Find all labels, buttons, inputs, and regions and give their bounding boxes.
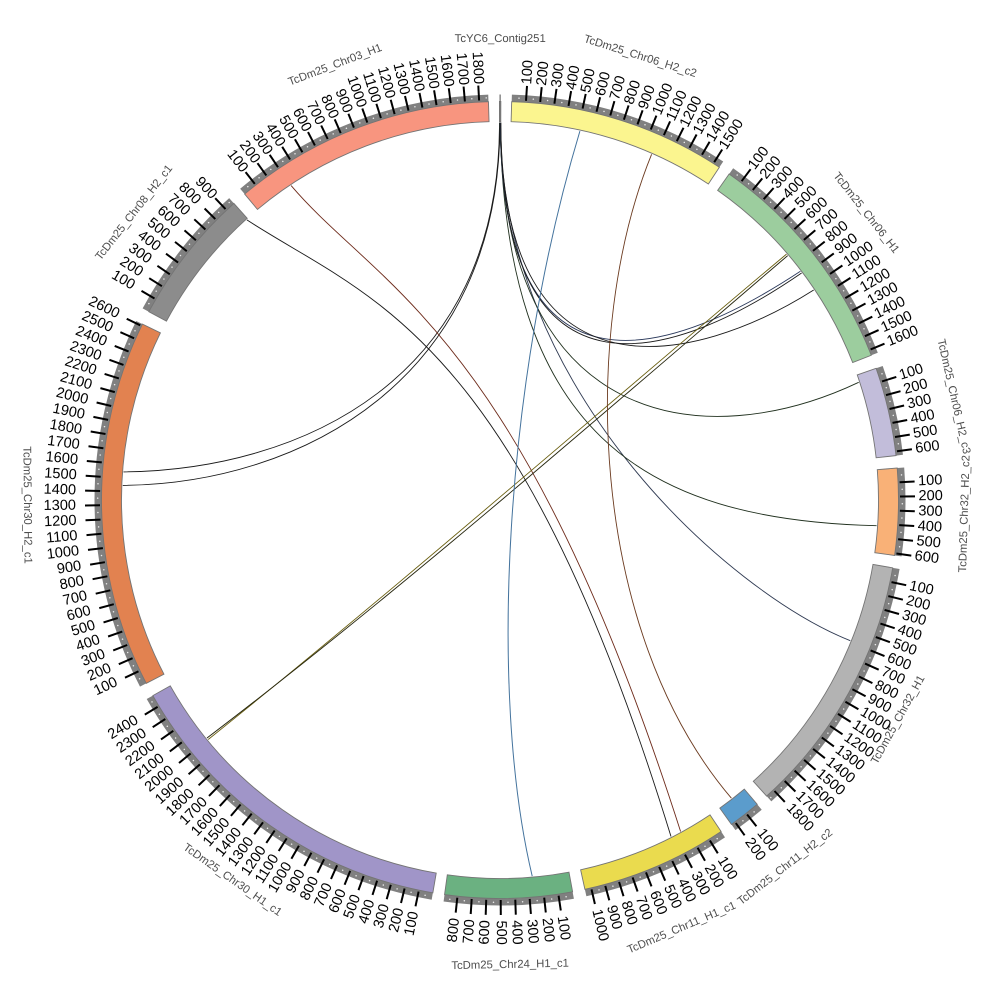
svg-text:900: 900 (636, 83, 659, 111)
svg-text:700: 700 (607, 74, 629, 102)
svg-text:900: 900 (56, 558, 83, 578)
svg-text:400: 400 (564, 64, 584, 91)
svg-text:400: 400 (909, 407, 936, 427)
svg-text:100: 100 (897, 361, 925, 384)
svg-text:400: 400 (896, 622, 924, 645)
svg-text:1600: 1600 (45, 449, 79, 468)
svg-text:1800: 1800 (48, 417, 83, 438)
svg-text:1700: 1700 (46, 433, 80, 453)
svg-text:100: 100 (519, 60, 537, 85)
svg-text:600: 600 (477, 920, 494, 945)
svg-text:1000: 1000 (46, 543, 80, 563)
svg-text:1300: 1300 (389, 61, 412, 96)
svg-text:600: 600 (593, 70, 614, 98)
svg-text:100: 100 (918, 472, 943, 489)
svg-text:600: 600 (914, 548, 940, 567)
svg-text:200: 200 (386, 906, 407, 933)
svg-text:100: 100 (908, 578, 935, 599)
svg-text:1600: 1600 (437, 53, 457, 87)
svg-text:400: 400 (74, 632, 102, 655)
svg-text:700: 700 (632, 894, 655, 922)
svg-text:800: 800 (621, 78, 644, 106)
svg-text:1400: 1400 (405, 58, 427, 93)
svg-text:TcDm25_Chr32_H2_c2: TcDm25_Chr32_H2_c2 (957, 455, 972, 573)
svg-text:600: 600 (65, 603, 93, 625)
svg-text:200: 200 (534, 61, 552, 87)
svg-text:500: 500 (916, 533, 942, 551)
svg-text:600: 600 (914, 438, 940, 457)
svg-text:2000: 2000 (54, 385, 89, 408)
svg-text:1700: 1700 (453, 52, 472, 86)
svg-text:1500: 1500 (421, 55, 442, 90)
svg-text:200: 200 (902, 376, 930, 398)
svg-text:800: 800 (618, 899, 641, 927)
svg-text:TcDm25_Chr30_H2_c1: TcDm25_Chr30_H2_c1 (20, 446, 33, 564)
svg-text:500: 500 (912, 422, 939, 442)
svg-text:400: 400 (356, 898, 379, 926)
svg-text:400: 400 (508, 920, 525, 945)
svg-text:800: 800 (58, 573, 85, 593)
svg-text:1500: 1500 (44, 465, 77, 483)
svg-text:800: 800 (445, 917, 463, 943)
svg-text:700: 700 (461, 919, 479, 944)
svg-text:300: 300 (523, 919, 541, 944)
svg-text:1900: 1900 (51, 401, 86, 423)
svg-text:TcYC6_Contig251: TcYC6_Contig251 (455, 33, 546, 45)
svg-text:300: 300 (906, 391, 933, 412)
svg-text:200: 200 (918, 488, 942, 504)
svg-text:700: 700 (61, 588, 88, 609)
svg-text:500: 500 (890, 636, 918, 659)
svg-text:200: 200 (539, 917, 558, 943)
svg-text:300: 300 (371, 902, 393, 930)
svg-text:1200: 1200 (44, 513, 77, 531)
svg-text:500: 500 (341, 893, 364, 921)
svg-text:100: 100 (402, 910, 423, 937)
svg-text:1300: 1300 (43, 498, 76, 514)
svg-text:900: 900 (603, 904, 625, 932)
svg-text:400: 400 (917, 518, 942, 535)
svg-text:300: 300 (549, 62, 568, 88)
svg-text:500: 500 (493, 920, 509, 944)
svg-text:300: 300 (900, 607, 928, 629)
svg-text:1800: 1800 (469, 51, 487, 84)
svg-text:TcDm25_Chr24_H1_c1: TcDm25_Chr24_H1_c1 (451, 958, 569, 972)
svg-text:1100: 1100 (46, 528, 79, 547)
svg-text:500: 500 (578, 67, 599, 94)
svg-text:200: 200 (904, 593, 931, 614)
svg-text:500: 500 (69, 617, 97, 639)
svg-text:1400: 1400 (43, 482, 76, 499)
svg-text:100: 100 (554, 915, 573, 941)
svg-text:1000: 1000 (588, 908, 611, 943)
svg-text:300: 300 (918, 503, 943, 520)
